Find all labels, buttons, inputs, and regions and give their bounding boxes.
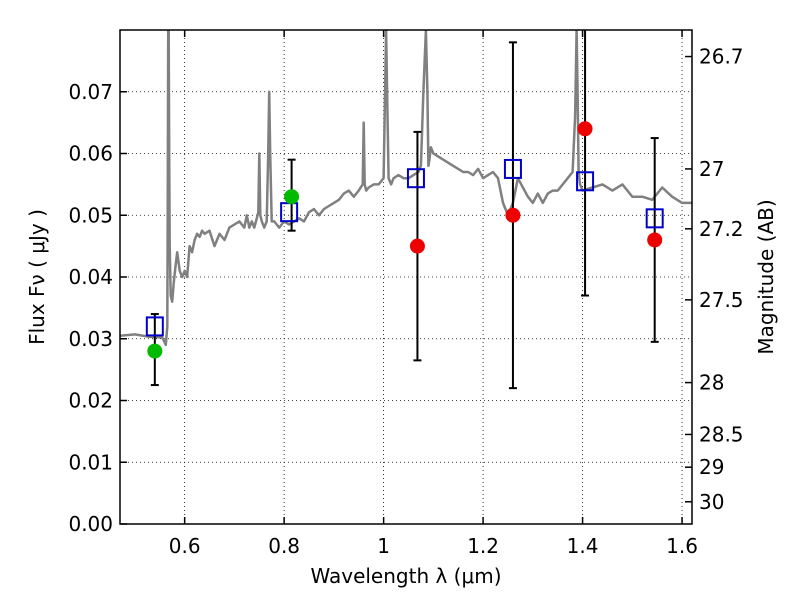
y-tick-label: 0.01 [68, 450, 113, 474]
model-flux-square [503, 158, 522, 179]
right-tick-label: 29 [699, 455, 724, 479]
photometry-point [505, 207, 521, 223]
y-axis-right-label: Magnitude (AB) [754, 199, 778, 354]
ticks-layer: 0.6 0.8 1 1.2 1.4 1.6 0.00 0.01 0.02 0.03 0.04 0.05… [68, 30, 744, 558]
model-flux-square [406, 168, 425, 189]
template-spectrum-line [120, 30, 692, 347]
y-tick-label: 0.02 [68, 389, 113, 413]
right-tick-label: 27.5 [699, 288, 744, 312]
right-tick-label: 28.5 [699, 422, 744, 446]
x-tick-label: 1 [377, 534, 390, 558]
model-flux-square [280, 202, 299, 223]
photometry-point [577, 121, 593, 137]
right-tick-label: 30 [699, 490, 724, 514]
x-tick-label: 1.4 [567, 534, 599, 558]
right-tick-label: 27.2 [699, 217, 744, 241]
x-tick-label: 0.8 [268, 534, 300, 558]
right-tick-label: 27 [699, 157, 724, 181]
template-spectrum-layer [120, 30, 692, 347]
y-tick-label: 0.03 [68, 327, 113, 351]
grid-lines [120, 30, 692, 524]
x-axis-label: Wavelength λ (μm) [310, 564, 501, 588]
photometry-point [647, 232, 663, 248]
model-flux-square [645, 208, 664, 229]
y-axis-label: Flux Fν ( μJy ) [25, 209, 49, 345]
right-tick-label: 26.7 [699, 45, 744, 69]
x-tick-label: 1.2 [467, 534, 499, 558]
y-tick-label: 0.04 [68, 265, 113, 289]
detection-point [147, 343, 163, 359]
detection-point [284, 189, 300, 205]
model-flux-square [145, 316, 164, 337]
y-tick-label: 0.05 [68, 203, 113, 227]
y-tick-label: 0.00 [68, 512, 113, 536]
y-tick-label: 0.07 [68, 80, 113, 104]
model-flux-square [576, 171, 595, 192]
x-tick-label: 0.6 [169, 534, 201, 558]
photometry-point [409, 238, 425, 254]
markers-layer [145, 121, 664, 359]
y-tick-label: 0.06 [68, 142, 113, 166]
right-tick-label: 28 [699, 371, 724, 395]
plot-frame [119, 29, 693, 525]
x-tick-label: 1.6 [666, 534, 698, 558]
